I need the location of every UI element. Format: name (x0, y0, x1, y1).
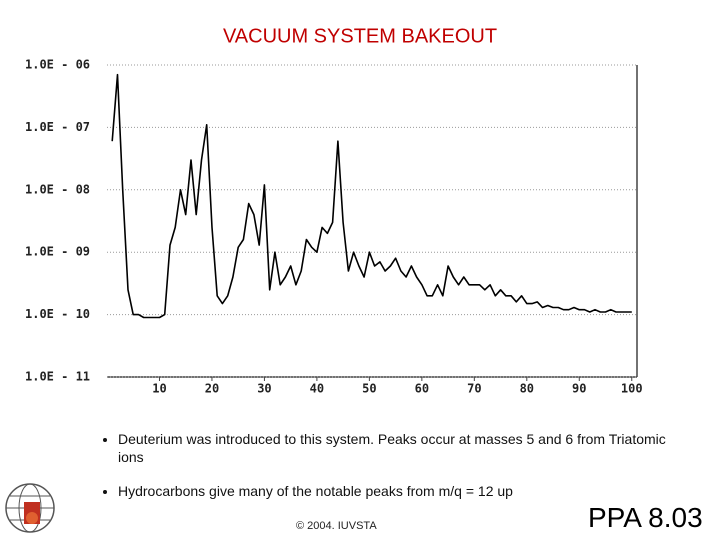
chart: VACUUM SYSTEM BAKEOUT 1.0E - 11 1.0E - 10… (25, 25, 643, 396)
y-tick-label: 1.0E - 08 (25, 182, 90, 196)
logo (5, 483, 55, 533)
chart-title: VACUUM SYSTEM BAKEOUT (223, 25, 497, 47)
x-tick-label: 30 (257, 382, 271, 396)
x-tick-label: 90 (572, 382, 586, 396)
x-tick-label: 80 (520, 382, 534, 396)
bullet-list: Deuterium was introduced to this system.… (100, 430, 678, 516)
bullet: Hydrocarbons give many of the notable pe… (118, 482, 678, 500)
x-tick-label: 70 (467, 382, 481, 396)
x-tick-label: 40 (310, 382, 324, 396)
y-tick-label: 1.0E - 06 (25, 58, 90, 72)
y-tick-label: 1.0E - 10 (25, 307, 90, 321)
x-tick-label: 100 (621, 382, 643, 396)
x-tick-label: 20 (205, 382, 219, 396)
x-tick-label: 10 (152, 382, 166, 396)
spectrum-line (111, 73, 632, 319)
copyright: © 2004. IUVSTA (296, 520, 377, 532)
slide-id: PPA 8.03 (588, 502, 703, 533)
y-tick-label: 1.0E - 07 (25, 120, 90, 134)
y-tick-label: 1.0E - 11 (25, 370, 90, 384)
y-tick-label: 1.0E - 09 (25, 245, 90, 259)
x-tick-label: 60 (415, 382, 429, 396)
x-tick-label: 50 (362, 382, 376, 396)
bullet: Deuterium was introduced to this system.… (118, 430, 678, 466)
